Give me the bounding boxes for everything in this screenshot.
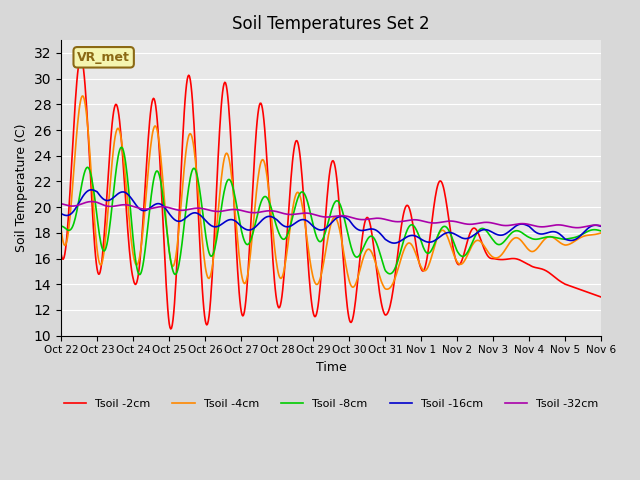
- Tsoil -2cm: [597, 294, 605, 300]
- Tsoil -4cm: [124, 194, 131, 200]
- Tsoil -16cm: [124, 191, 131, 197]
- Line: Tsoil -4cm: Tsoil -4cm: [61, 96, 601, 289]
- Tsoil -4cm: [383, 286, 391, 292]
- Line: Tsoil -2cm: Tsoil -2cm: [61, 58, 601, 329]
- Tsoil -32cm: [67, 203, 75, 209]
- Tsoil -8cm: [398, 243, 406, 249]
- Tsoil -2cm: [77, 55, 84, 60]
- Tsoil -32cm: [597, 223, 605, 228]
- Tsoil -4cm: [57, 226, 65, 232]
- Tsoil -4cm: [67, 205, 75, 211]
- Text: VR_met: VR_met: [77, 51, 130, 64]
- Tsoil -2cm: [398, 218, 406, 224]
- Tsoil -8cm: [414, 230, 422, 236]
- Tsoil -16cm: [178, 217, 186, 223]
- Tsoil -4cm: [398, 252, 406, 258]
- Tsoil -32cm: [57, 201, 65, 206]
- Tsoil -8cm: [207, 253, 215, 259]
- Line: Tsoil -32cm: Tsoil -32cm: [61, 202, 601, 228]
- Tsoil -2cm: [67, 175, 75, 181]
- Tsoil -32cm: [88, 199, 95, 204]
- Tsoil -16cm: [398, 237, 406, 243]
- Line: Tsoil -8cm: Tsoil -8cm: [61, 147, 601, 275]
- Tsoil -4cm: [414, 257, 422, 263]
- Tsoil -8cm: [124, 172, 131, 178]
- Tsoil -16cm: [597, 224, 605, 229]
- Tsoil -32cm: [178, 207, 186, 213]
- Tsoil -2cm: [207, 287, 215, 293]
- Tsoil -4cm: [79, 93, 86, 99]
- Tsoil -8cm: [117, 144, 125, 150]
- Tsoil -16cm: [87, 187, 95, 192]
- Tsoil -8cm: [67, 227, 75, 232]
- Tsoil -8cm: [179, 234, 187, 240]
- Tsoil -32cm: [413, 217, 421, 223]
- Tsoil -8cm: [136, 272, 144, 277]
- Title: Soil Temperatures Set 2: Soil Temperatures Set 2: [232, 15, 430, 33]
- Tsoil -32cm: [207, 207, 214, 213]
- Line: Tsoil -16cm: Tsoil -16cm: [61, 190, 601, 243]
- Tsoil -16cm: [390, 240, 397, 246]
- X-axis label: Time: Time: [316, 361, 346, 374]
- Tsoil -32cm: [397, 218, 405, 224]
- Tsoil -16cm: [67, 211, 75, 217]
- Tsoil -8cm: [57, 224, 65, 229]
- Tsoil -32cm: [573, 225, 581, 230]
- Tsoil -2cm: [124, 219, 131, 225]
- Tsoil -16cm: [414, 234, 422, 240]
- Tsoil -4cm: [597, 230, 605, 236]
- Y-axis label: Soil Temperature (C): Soil Temperature (C): [15, 124, 28, 252]
- Tsoil -16cm: [207, 222, 214, 228]
- Tsoil -4cm: [178, 190, 186, 196]
- Tsoil -2cm: [167, 326, 175, 332]
- Tsoil -8cm: [597, 228, 605, 234]
- Legend: Tsoil -2cm, Tsoil -4cm, Tsoil -8cm, Tsoil -16cm, Tsoil -32cm: Tsoil -2cm, Tsoil -4cm, Tsoil -8cm, Tsoi…: [60, 395, 603, 413]
- Tsoil -2cm: [179, 135, 187, 141]
- Tsoil -2cm: [414, 253, 422, 259]
- Tsoil -32cm: [124, 202, 131, 208]
- Tsoil -16cm: [57, 211, 65, 216]
- Tsoil -2cm: [57, 251, 65, 256]
- Tsoil -4cm: [207, 273, 214, 278]
